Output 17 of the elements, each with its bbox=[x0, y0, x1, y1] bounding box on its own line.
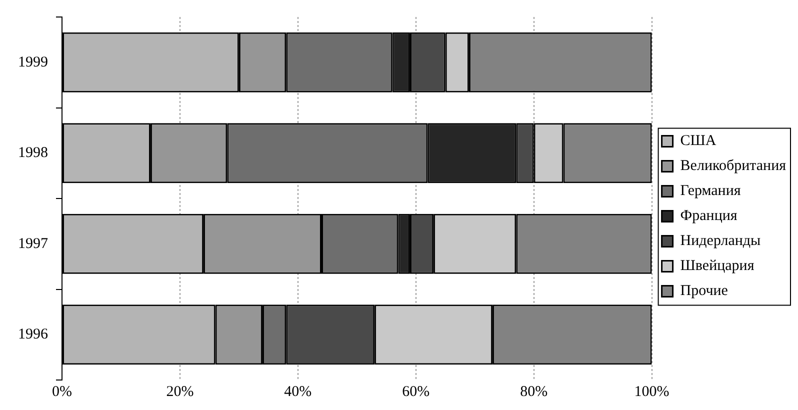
x-tick-label: 60% bbox=[402, 384, 430, 400]
legend-label: Швейцария bbox=[680, 258, 754, 274]
legend-label: Прочие bbox=[680, 283, 728, 300]
legend-label: Нидерланды bbox=[680, 233, 761, 250]
legend-label: Германия bbox=[680, 183, 741, 200]
legend-label: США bbox=[680, 133, 716, 150]
y-tick-label: 1996 bbox=[18, 326, 48, 343]
x-tick-label: 20% bbox=[166, 384, 194, 400]
x-tick-label: 40% bbox=[284, 384, 312, 400]
legend-label: Франция bbox=[680, 208, 738, 224]
y-tick-label: 1998 bbox=[18, 145, 48, 162]
x-tick-label: 0% bbox=[52, 384, 72, 400]
y-tick-label: 1999 bbox=[18, 54, 48, 70]
x-tick-label: 80% bbox=[520, 384, 548, 400]
legend-label: Великобритания bbox=[680, 158, 786, 174]
x-tick-label: 100% bbox=[634, 384, 670, 400]
y-tick-label: 1997 bbox=[18, 236, 48, 252]
